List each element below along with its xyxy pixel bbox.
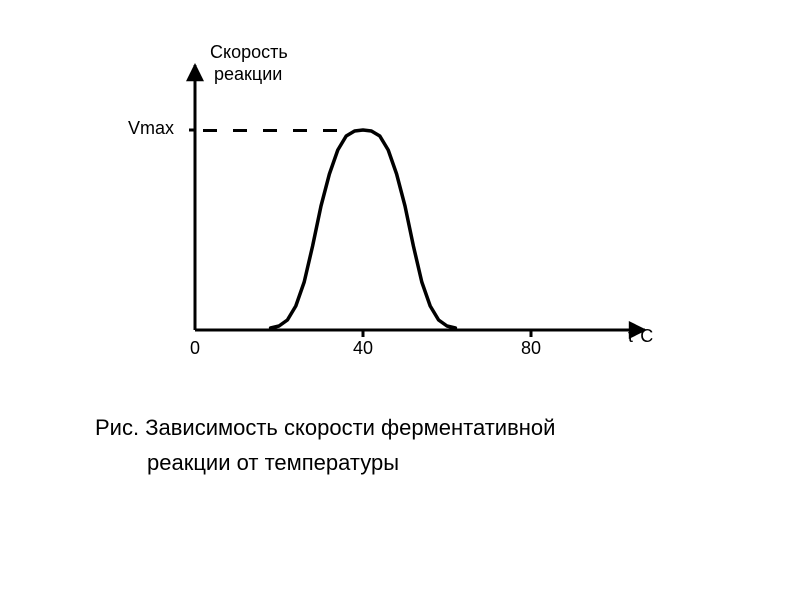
- vmax-label: Vmax: [128, 118, 174, 139]
- vmax-dash: [263, 129, 277, 132]
- chart-svg: [100, 50, 660, 370]
- x-axis-label: t°C: [628, 326, 653, 347]
- x-tick-label: 80: [521, 338, 541, 359]
- caption-line2: реакции от температуры: [95, 450, 399, 475]
- vmax-dash: [323, 129, 337, 132]
- y-axis-label-line2: реакции: [210, 64, 282, 84]
- caption-line1: Рис. Зависимость скорости ферментативной: [95, 415, 555, 440]
- y-axis-label: Скорость реакции: [210, 42, 288, 85]
- vmax-dash: [293, 129, 307, 132]
- x-tick-label: 0: [190, 338, 200, 359]
- y-axis-label-line1: Скорость: [210, 42, 288, 62]
- vmax-dash: [203, 129, 217, 132]
- x-tick-label: 40: [353, 338, 373, 359]
- figure-caption: Рис. Зависимость скорости ферментативной…: [95, 410, 555, 480]
- vmax-dash: [233, 129, 247, 132]
- chart-container: Скорость реакции Vmax t°C 04080: [100, 50, 660, 370]
